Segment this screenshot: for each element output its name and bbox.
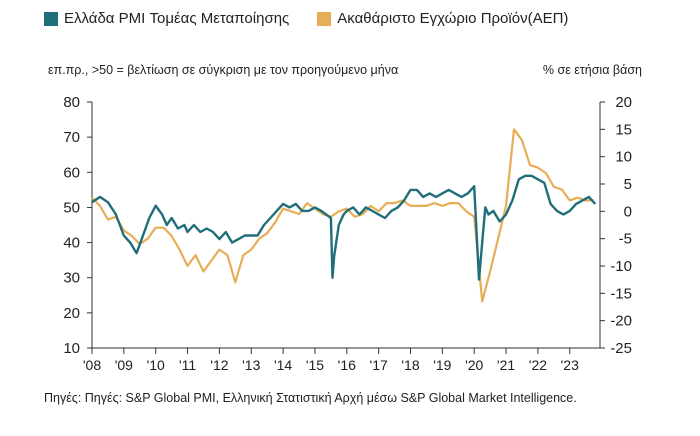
x-tick-label: '22 <box>529 357 547 373</box>
right-y-tick-label: 15 <box>615 121 632 138</box>
pmi-series-line <box>91 174 597 281</box>
left-y-tick-label: 70 <box>63 129 80 146</box>
legend: Ελλάδα PMI Τομέας Μεταποίησης Ακαθάριστο… <box>44 10 596 27</box>
x-tick-label: '10 <box>147 357 165 373</box>
left-y-tick-label: 40 <box>63 235 80 252</box>
left-y-tick-label: 10 <box>63 340 80 357</box>
right-y-tick-label: -20 <box>610 313 632 330</box>
x-tick-label: '21 <box>497 357 515 373</box>
x-tick-label: '18 <box>401 357 419 373</box>
right-y-tick-label: 5 <box>624 176 632 193</box>
x-tick-label: '15 <box>306 357 324 373</box>
legend-item-pmi: Ελλάδα PMI Τομέας Μεταποίησης <box>44 10 289 27</box>
gdp-series-line <box>91 128 594 303</box>
x-tick-label: '19 <box>433 357 451 373</box>
right-y-tick-label: 10 <box>615 149 632 166</box>
right-y-tick-label: -5 <box>619 231 632 248</box>
x-tick-label: '16 <box>338 357 356 373</box>
x-tick-label: '08 <box>83 357 101 373</box>
left-y-tick-label: 50 <box>63 199 80 216</box>
x-tick-label: '13 <box>242 357 260 373</box>
x-tick-label: '11 <box>179 357 196 373</box>
right-y-tick-label: 20 <box>615 94 632 111</box>
x-tick-label: '23 <box>561 357 579 373</box>
pmi-swatch <box>44 11 58 26</box>
x-tick-label: '14 <box>274 357 292 373</box>
gdp-swatch <box>317 11 332 26</box>
legend-item-gdp: Ακαθάριστο Εγχώριο Προϊόν(ΑΕΠ) <box>317 10 568 27</box>
chart-axes: 10 20 30 40 50 60 70 80 -25 -20 -15 -10 -5 0 5 10 15 20 '0… <box>63 94 632 373</box>
left-y-tick-label: 30 <box>63 270 80 287</box>
left-y-tick-label: 60 <box>63 164 80 181</box>
x-tick-label: '12 <box>210 357 228 373</box>
left-y-tick-label: 80 <box>63 94 80 111</box>
right-axis-subtitle: % σε ετήσια βάση <box>542 63 642 77</box>
x-tick-label: '09 <box>115 357 133 373</box>
right-y-tick-label: -15 <box>610 285 632 302</box>
right-y-tick-label: -25 <box>610 340 632 357</box>
right-y-tick-label: 0 <box>624 203 632 220</box>
left-y-tick-label: 20 <box>63 305 80 322</box>
right-y-tick-label: -10 <box>610 258 632 275</box>
x-tick-label: '20 <box>465 357 483 373</box>
x-tick-label: '17 <box>370 357 388 373</box>
legend-pmi-label: Ελλάδα PMI Τομέας Μεταποίησης <box>64 10 290 27</box>
chart-series <box>91 128 597 303</box>
legend-gdp-label: Ακαθάριστο Εγχώριο Προϊόν(ΑΕΠ) <box>337 10 569 27</box>
left-axis-subtitle: επ.πρ., >50 = βελτίωση σε σύγκριση με το… <box>48 63 399 77</box>
source-note: Πηγές: Πηγές: S&P Global PMI, Ελληνική Σ… <box>44 391 577 405</box>
